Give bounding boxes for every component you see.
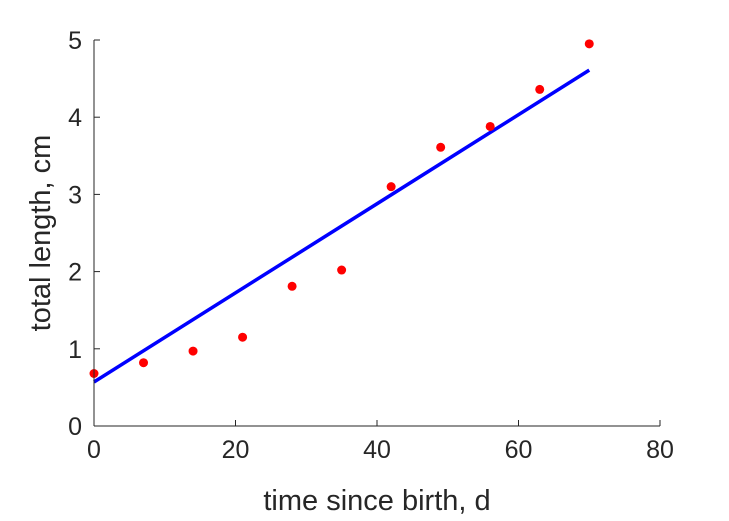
x-tick-label: 80: [646, 436, 674, 464]
data-point: [436, 142, 446, 152]
y-tick-label: 4: [68, 104, 82, 132]
data-point: [584, 39, 594, 49]
x-tick-label: 0: [87, 436, 101, 464]
y-tick-label: 0: [68, 413, 82, 441]
fit-line: [93, 68, 591, 384]
data-point: [188, 346, 198, 356]
chart-marks: [89, 39, 594, 384]
data-point: [485, 121, 495, 131]
y-tick-label: 1: [68, 336, 82, 364]
y-tick-label: 2: [68, 259, 82, 287]
data-point: [287, 281, 297, 291]
y-ticks: 0 1 2 3 4 5: [68, 27, 100, 441]
data-point: [535, 84, 545, 94]
x-tick-label: 20: [222, 436, 250, 464]
x-tick-label: 60: [505, 436, 533, 464]
y-tick-label: 3: [68, 181, 82, 209]
data-point: [337, 265, 347, 275]
x-ticks: 0 20 40 60 80: [87, 420, 674, 464]
y-tick-label: 5: [68, 27, 82, 55]
data-point: [386, 182, 396, 192]
data-point: [139, 358, 149, 368]
x-tick-label: 40: [363, 436, 391, 464]
axes: 0 20 40 60 80 0 1 2 3 4 5: [68, 27, 674, 464]
data-point: [238, 332, 248, 342]
x-axis-label: time since birth, d: [263, 485, 490, 517]
y-axis-label: total length, cm: [25, 135, 57, 332]
